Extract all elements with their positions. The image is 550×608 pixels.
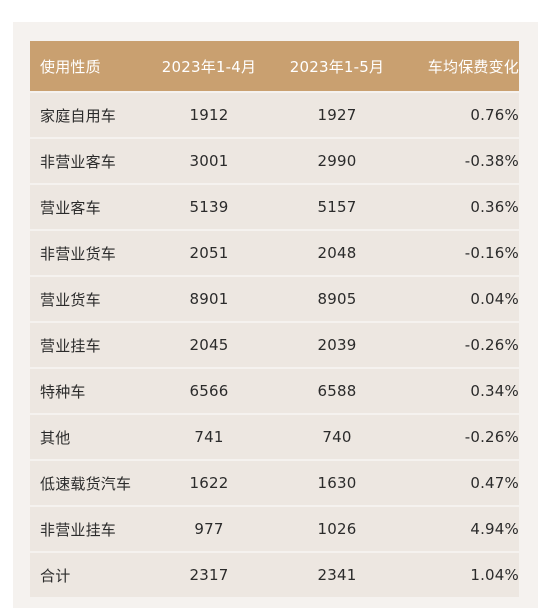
row-label: 家庭自用车: [40, 106, 117, 125]
row-label: 营业挂车: [40, 336, 101, 355]
row-change-value: 0.36%: [470, 198, 519, 216]
table-row: 非营业挂车 977 1026 4.94%: [30, 507, 519, 551]
row-jan-apr-value: 2317: [189, 566, 229, 584]
row-jan-apr-value: 1912: [189, 106, 229, 124]
table-row: 非营业货车 2051 2048 -0.16%: [30, 231, 519, 275]
row-jan-apr-value: 8901: [189, 290, 229, 308]
table-row: 营业货车 8901 8905 0.04%: [30, 277, 519, 321]
row-label: 营业货车: [40, 290, 101, 309]
header-jan-may-2023: 2023年1-5月: [289, 57, 385, 76]
row-change-value: 0.04%: [470, 290, 519, 308]
row-jan-apr-value: 2051: [189, 244, 229, 262]
row-change-value: 4.94%: [470, 520, 519, 538]
row-jan-may-value: 740: [322, 428, 352, 446]
row-change-value: -0.26%: [464, 428, 519, 446]
table-row: 特种车 6566 6588 0.34%: [30, 369, 519, 413]
row-jan-apr-value: 5139: [189, 198, 229, 216]
row-jan-may-value: 5157: [317, 198, 357, 216]
row-label: 营业客车: [40, 198, 101, 217]
row-jan-may-value: 8905: [317, 290, 357, 308]
row-change-value: -0.26%: [464, 336, 519, 354]
row-label: 特种车: [40, 382, 86, 401]
header-premium-change: 车均保费变化: [427, 57, 519, 76]
header-usage-type: 使用性质: [40, 57, 101, 76]
table-row: 非营业客车 3001 2990 -0.38%: [30, 139, 519, 183]
row-jan-may-value: 6588: [317, 382, 357, 400]
table-row: 营业挂车 2045 2039 -0.26%: [30, 323, 519, 367]
header-jan-apr-2023: 2023年1-4月: [161, 57, 257, 76]
table-body: 家庭自用车 1912 1927 0.76% 非营业客车 3001 2990 -0.38% 营业客…: [30, 93, 519, 597]
table-header-row: 使用性质 2023年1-4月 2023年1-5月 车均保费变化: [30, 41, 519, 91]
row-jan-apr-value: 6566: [189, 382, 229, 400]
row-jan-apr-value: 977: [194, 520, 224, 538]
row-jan-may-value: 1927: [317, 106, 357, 124]
row-label: 低速载货汽车: [40, 474, 132, 493]
row-change-value: -0.38%: [464, 152, 519, 170]
row-label: 其他: [40, 428, 71, 447]
row-jan-apr-value: 1622: [189, 474, 229, 492]
row-label: 非营业客车: [40, 152, 117, 171]
row-jan-may-value: 2990: [317, 152, 357, 170]
table-row: 家庭自用车 1912 1927 0.76%: [30, 93, 519, 137]
row-change-value: 1.04%: [470, 566, 519, 584]
row-change-value: -0.16%: [464, 244, 519, 262]
row-jan-may-value: 2048: [317, 244, 357, 262]
row-jan-may-value: 2341: [317, 566, 357, 584]
row-change-value: 0.76%: [470, 106, 519, 124]
table-row: 低速载货汽车 1622 1630 0.47%: [30, 461, 519, 505]
row-change-value: 0.47%: [470, 474, 519, 492]
row-label: 非营业货车: [40, 244, 117, 263]
premium-table: 使用性质 2023年1-4月 2023年1-5月 车均保费变化 家庭自用车 191…: [30, 41, 519, 599]
row-jan-apr-value: 3001: [189, 152, 229, 170]
row-jan-may-value: 1026: [317, 520, 357, 538]
row-jan-may-value: 1630: [317, 474, 357, 492]
row-jan-apr-value: 741: [194, 428, 224, 446]
row-jan-may-value: 2039: [317, 336, 357, 354]
row-change-value: 0.34%: [470, 382, 519, 400]
table-row: 营业客车 5139 5157 0.36%: [30, 185, 519, 229]
row-label: 合计: [40, 566, 71, 585]
table-row: 其他 741 740 -0.26%: [30, 415, 519, 459]
row-jan-apr-value: 2045: [189, 336, 229, 354]
row-label: 非营业挂车: [40, 520, 117, 539]
table-row: 合计 2317 2341 1.04%: [30, 553, 519, 597]
